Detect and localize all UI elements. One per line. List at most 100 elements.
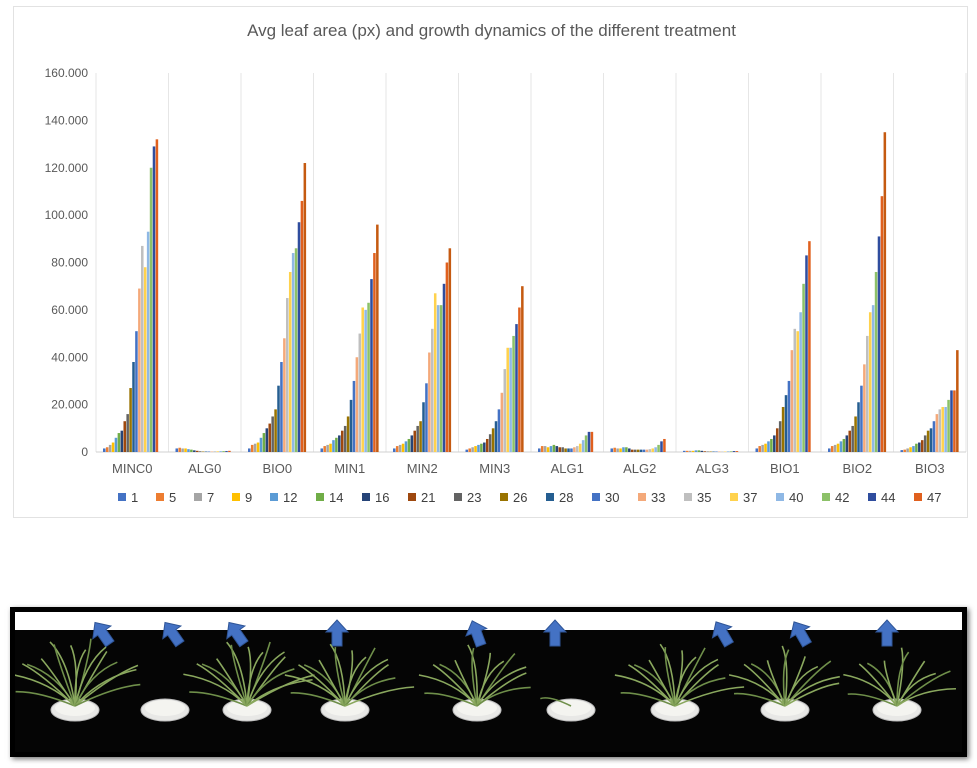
bar-26-ALG1 (564, 448, 567, 452)
up-arrow-icon (542, 619, 568, 647)
bar-23-ALG0 (198, 451, 202, 452)
bar-5-ALG2 (613, 447, 616, 452)
bar-14-MIN3 (480, 443, 483, 452)
bar-12-ALG2 (622, 447, 625, 452)
photo-top-strip (15, 612, 962, 630)
bar-21-MIN2 (413, 430, 416, 452)
bar-37-MIN3 (506, 347, 509, 452)
bar-42-BIO1 (802, 283, 805, 452)
bar-44-ALG2 (660, 441, 663, 452)
bar-9-ALG2 (619, 448, 622, 452)
x-tick-label: MIN2 (407, 461, 438, 476)
bar-28-ALG2 (639, 449, 643, 452)
bar-26-BIO3 (926, 430, 930, 452)
legend-swatch (822, 493, 830, 501)
bar-16-ALG2 (628, 448, 631, 452)
bar-37-MIN1 (361, 307, 364, 452)
x-tick-label: BIO1 (770, 461, 800, 476)
bar-5-BIO3 (903, 449, 906, 452)
x-tick-label: BIO0 (262, 461, 292, 476)
bar-44-MIN3 (515, 324, 518, 452)
bar-21-ALG3 (703, 451, 706, 452)
bar-40-BIO1 (799, 312, 802, 452)
bar-extra_peak-MIN1 (376, 224, 379, 452)
bar-44-MIN1 (370, 279, 373, 452)
bar-12-MIN1 (332, 440, 335, 452)
bar-47-MINC0 (155, 139, 159, 452)
bar-14-ALG3 (697, 450, 701, 452)
bar-7-BIO0 (253, 443, 257, 452)
chart-title: Avg leaf area (px) and growth dynamics o… (247, 21, 736, 40)
bar-23-BIO3 (923, 435, 927, 452)
bar-7-MIN3 (471, 447, 474, 452)
bar-23-BIO0 (271, 416, 274, 452)
legend-swatch (868, 493, 876, 501)
bar-40-ALG1 (581, 440, 585, 452)
bar-7-BIO1 (761, 444, 764, 452)
bar-26-BIO0 (274, 409, 277, 452)
bar-1-BIO0 (248, 448, 251, 452)
plant-photo-panel (10, 607, 967, 757)
legend-label: 35 (697, 490, 711, 505)
bar-1-ALG0 (175, 448, 179, 452)
legend-label: 30 (605, 490, 619, 505)
legend-label: 40 (789, 490, 803, 505)
bar-44-MIN2 (442, 283, 446, 452)
bar-extra_peak-BIO0 (303, 163, 307, 452)
x-tick-label: MIN1 (334, 461, 365, 476)
y-tick-label: 160.000 (45, 66, 89, 80)
bar-16-BIO3 (918, 442, 921, 452)
legend-label: 37 (743, 490, 757, 505)
bar-1-MIN1 (320, 448, 324, 452)
legend-label: 7 (207, 490, 214, 505)
bar-33-ALG2 (645, 449, 649, 452)
legend-swatch (776, 493, 784, 501)
bar-1-BIO1 (755, 448, 759, 452)
bar-16-BIO2 (845, 435, 849, 452)
x-tick-label: ALG3 (696, 461, 729, 476)
plant-pot (540, 697, 596, 722)
bar-26-BIO1 (781, 406, 785, 452)
legend-swatch (156, 493, 164, 501)
legend-label: 12 (283, 490, 297, 505)
bar-44-BIO1 (805, 255, 808, 452)
bar-23-MIN3 (488, 434, 492, 452)
legend-swatch (638, 493, 646, 501)
bar-47-BIO2 (880, 196, 884, 452)
up-arrow-icon (162, 621, 185, 648)
bar-9-ALG0 (184, 448, 187, 452)
bar-30-BIO3 (932, 421, 936, 452)
legend-swatch (194, 493, 202, 501)
x-tick-label: ALG1 (551, 461, 584, 476)
bar-9-ALG1 (546, 447, 550, 452)
bar-16-MIN2 (410, 435, 414, 452)
bar-30-MINC0 (135, 331, 138, 452)
bar-28-BIO1 (784, 395, 788, 452)
legend-label: 9 (245, 490, 252, 505)
bar-9-BIO3 (909, 447, 912, 452)
bar-33-BIO0 (283, 338, 286, 452)
bar-16-MINC0 (120, 430, 124, 452)
bar-5-ALG1 (540, 446, 544, 452)
plant-pot (418, 644, 531, 722)
plant-pot (728, 645, 840, 722)
bar-23-BIO2 (851, 425, 854, 452)
bar-40-BIO2 (871, 305, 875, 452)
plant-pot (614, 643, 745, 722)
bar-14-MIN2 (407, 438, 411, 452)
bar-40-BIO3 (944, 406, 947, 452)
bar-12-MIN3 (477, 444, 480, 452)
bar-12-MINC0 (114, 437, 118, 452)
bar-21-BIO0 (268, 423, 271, 452)
bar-5-ALG3 (685, 450, 689, 452)
legend-swatch (270, 493, 278, 501)
bar-47-MIN3 (518, 307, 521, 452)
bar-28-ALG1 (567, 448, 570, 452)
legend-swatch (316, 493, 324, 501)
bar-21-ALG0 (195, 450, 199, 452)
bar-1-ALG1 (538, 448, 541, 452)
bar-5-MIN1 (323, 446, 326, 452)
y-tick-label: 80.000 (51, 256, 88, 270)
bar-23-MINC0 (126, 414, 129, 452)
bar-26-MIN3 (491, 428, 495, 452)
